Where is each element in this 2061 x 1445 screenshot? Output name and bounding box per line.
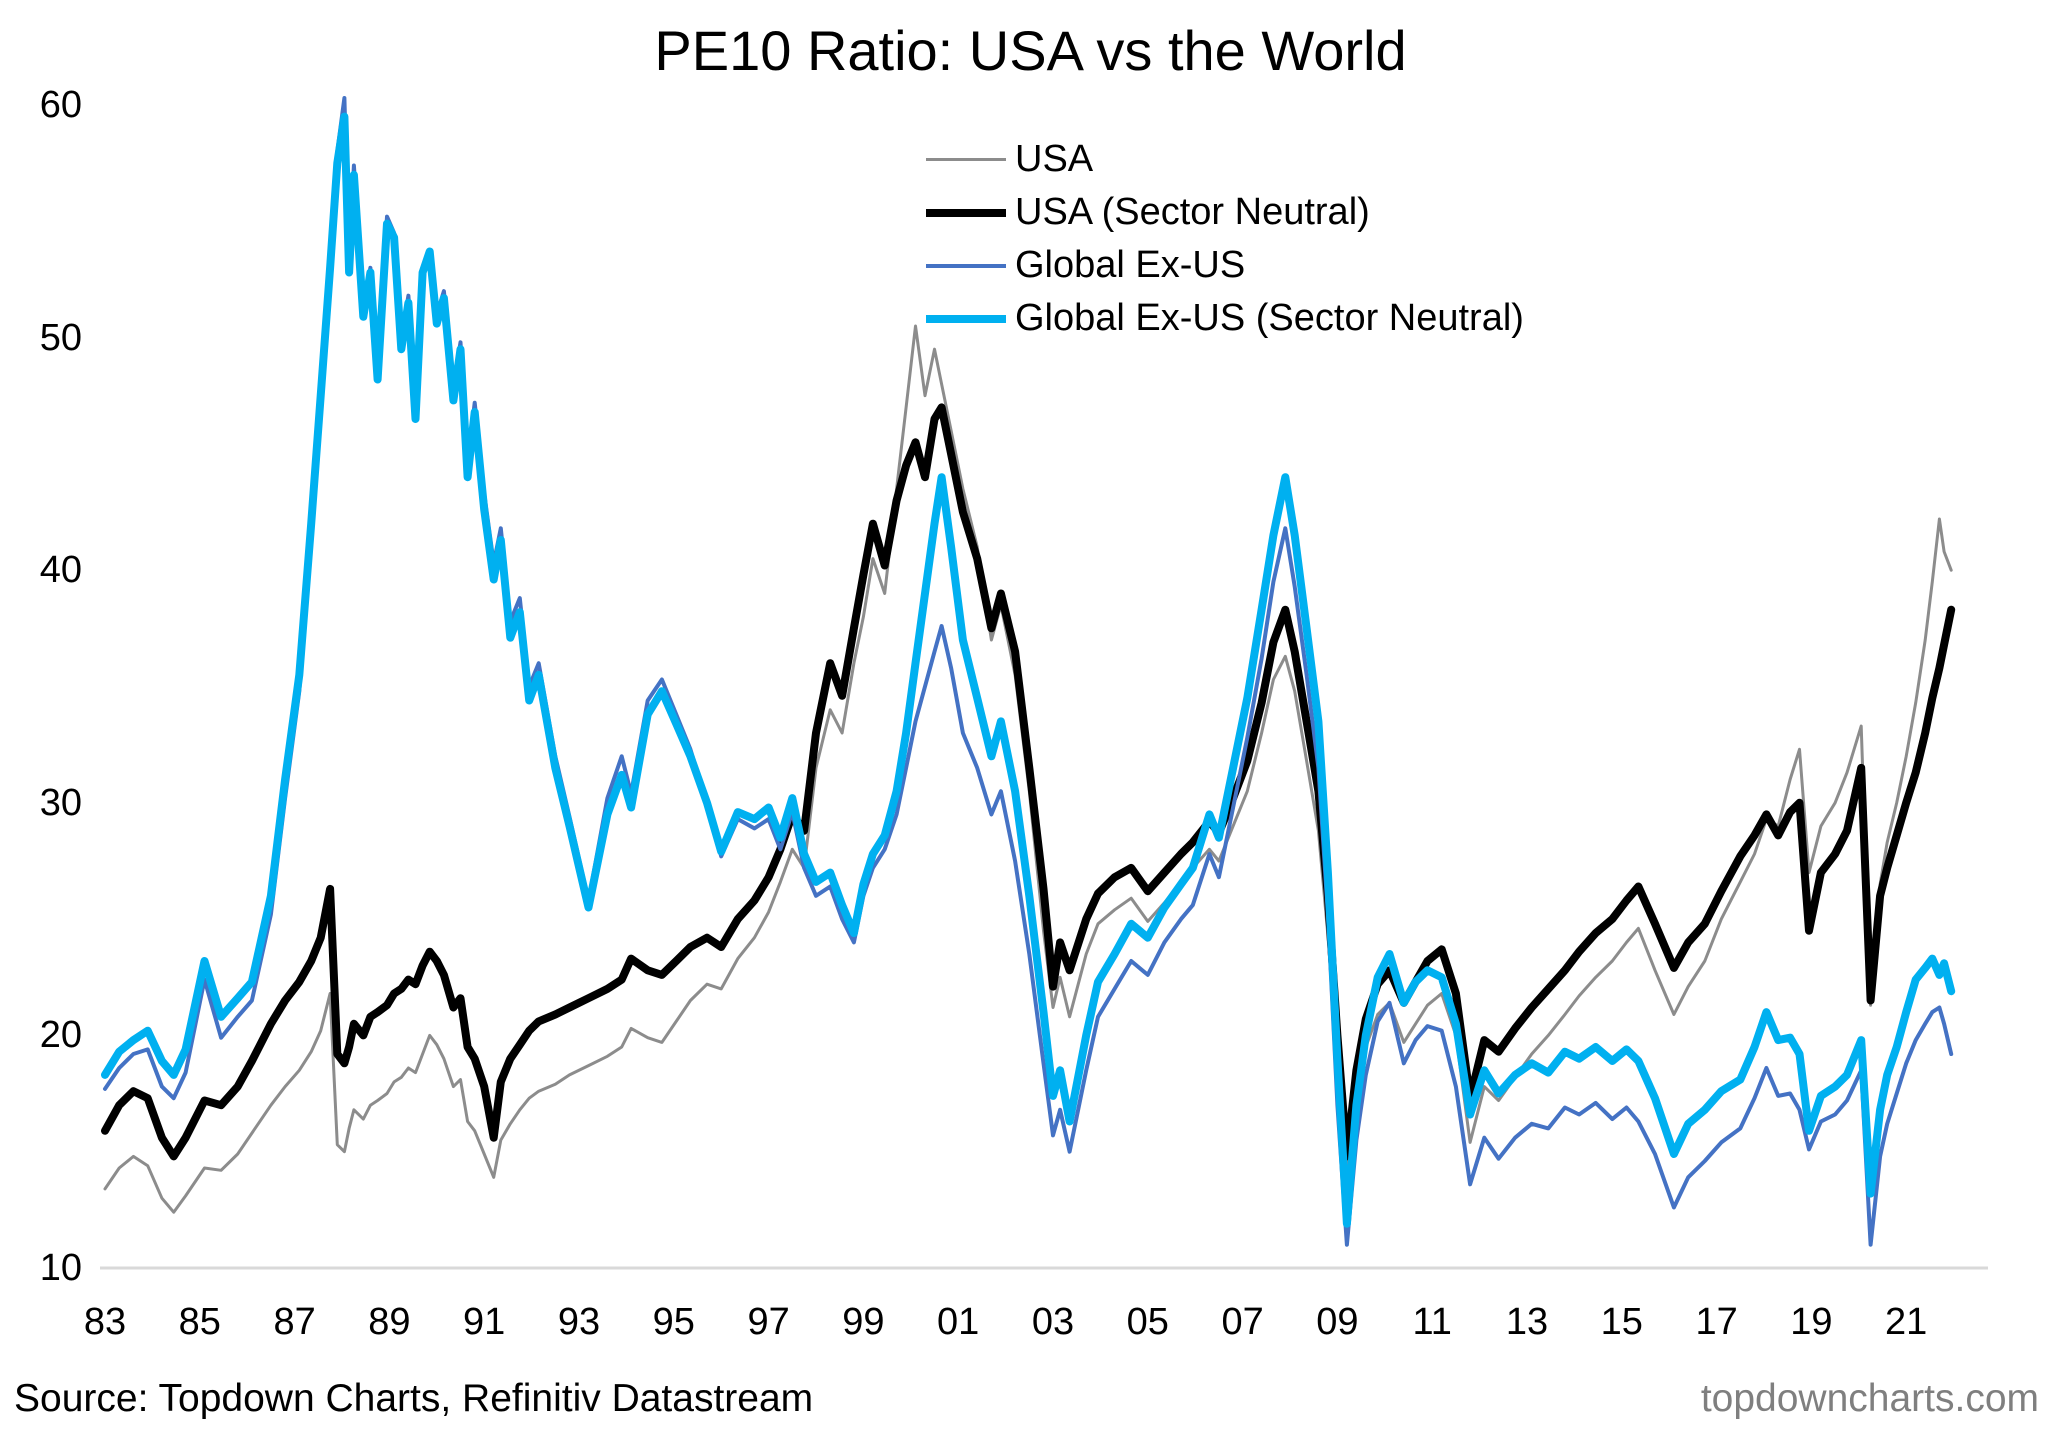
x-tick-label: 17 [1695,1301,1738,1343]
legend-label: USA [1015,138,1094,180]
x-tick-label: 21 [1885,1301,1928,1343]
source-attribution: Source: Topdown Charts, Refinitiv Datast… [14,1377,814,1420]
footer-row: Source: Topdown Charts, Refinitiv Datast… [0,1372,2061,1426]
x-tick-label: 09 [1316,1301,1359,1343]
x-tick-label: 83 [83,1301,127,1343]
legend-item-usa-sector-neutral: USA (Sector Neutral) [926,186,1524,239]
y-tick-label: 60 [39,84,82,126]
legend-label: Global Ex-US [1015,244,1246,286]
x-tick-label: 11 [1412,1301,1452,1343]
y-tick-label: 40 [39,549,82,592]
site-watermark: topdowncharts.com [1700,1377,2039,1420]
x-tick-label: 95 [652,1301,695,1343]
x-tick-label: 93 [557,1301,601,1343]
x-tick-label: 15 [1600,1301,1643,1343]
x-tick-label: 03 [1031,1301,1075,1343]
series-global-ex-us-sector-neutral [101,112,1956,1228]
x-tick-label: 97 [747,1301,790,1343]
x-tick-label: 87 [273,1301,316,1343]
usa-sector-neutral-line-swatch [926,208,1006,217]
x-tick-label: 85 [178,1301,221,1343]
x-tick-label: 05 [1126,1301,1169,1343]
series-usa-sector-neutral [101,403,1956,1161]
x-tick-label: 19 [1790,1301,1833,1343]
legend-label: Global Ex-US (Sector Neutral) [1015,297,1524,339]
x-tick-label: 13 [1505,1301,1549,1343]
x-tick-label: 07 [1221,1301,1264,1343]
usa-line-swatch [926,158,1006,161]
chart-title: PE10 Ratio: USA vs the World [654,19,1407,82]
y-tick-label: 10 [39,1247,82,1289]
y-tick-label: 20 [39,1014,82,1057]
x-tick-label: 89 [368,1301,411,1343]
x-tick-label: 91 [463,1301,506,1343]
y-tick-label: 30 [39,781,82,824]
x-tick-label: 01 [937,1301,980,1343]
x-tick-label: 99 [842,1301,885,1343]
legend: USA USA (Sector Neutral) Global Ex-US Gl… [926,133,1524,345]
y-tick-label: 50 [39,316,82,359]
legend-label: USA (Sector Neutral) [1015,191,1370,233]
legend-item-usa: USA [926,133,1524,186]
legend-item-global-ex-us: Global Ex-US [926,239,1524,292]
global-ex-us-line-swatch [926,263,1006,268]
legend-item-global-ex-us-sector-neutral: Global Ex-US (Sector Neutral) [926,292,1524,345]
global-ex-us-sector-neutral-line-swatch [926,314,1006,323]
